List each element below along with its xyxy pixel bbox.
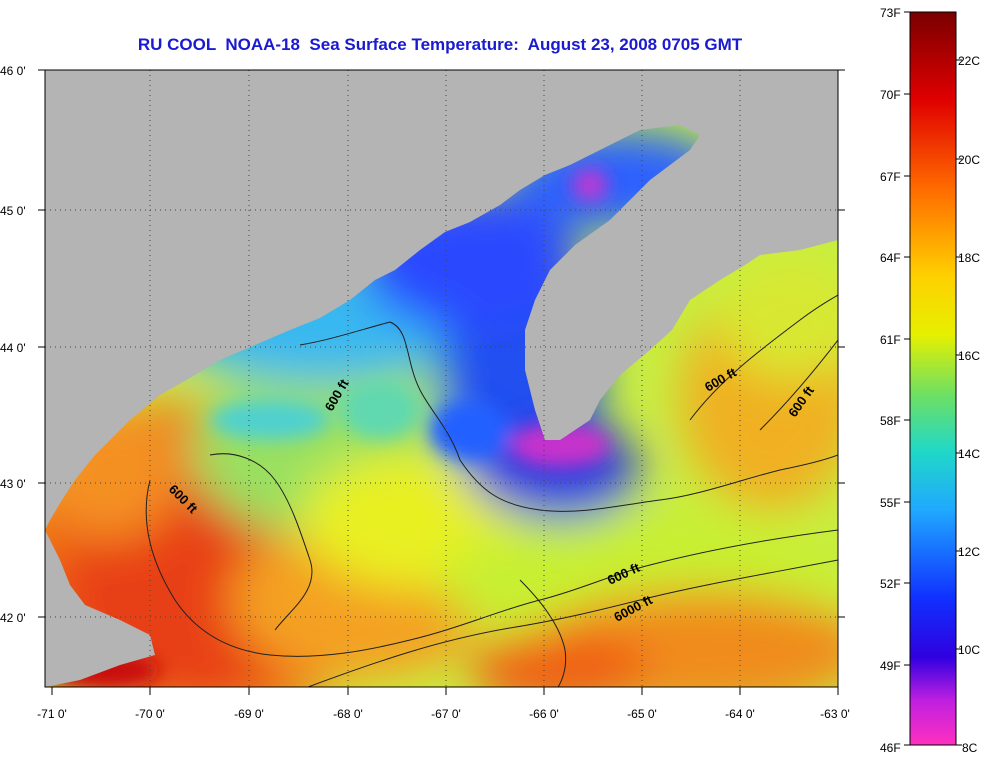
lon-label-68: -68 0' xyxy=(333,707,363,721)
colorbar-c-20: 20C xyxy=(958,153,980,167)
lon-label-71: -71 0' xyxy=(37,707,67,721)
lat-label-45: 45 0' xyxy=(0,204,26,218)
colorbar-f-70: 70F xyxy=(880,88,901,102)
lon-label-69: -69 0' xyxy=(234,707,264,721)
sst-field xyxy=(45,70,838,687)
colorbar-gradient xyxy=(909,11,957,746)
depth-contours xyxy=(145,294,838,687)
colorbar-f-61: 61F xyxy=(880,333,901,347)
colorbar-f-49: 49F xyxy=(880,659,901,673)
colorbar-f-52: 52F xyxy=(880,577,901,591)
colorbar-f-67: 67F xyxy=(880,170,901,184)
colorbar-c-16: 16C xyxy=(958,349,980,363)
lat-label-46: 46 0' xyxy=(0,64,26,78)
colorbar-f-73: 73F xyxy=(880,6,901,20)
colorbar-c-18: 18C xyxy=(958,251,980,265)
colorbar-c-8: 8C xyxy=(962,741,978,755)
lat-label-42: 42 0' xyxy=(0,611,26,625)
colorbar-f-46: 46F xyxy=(880,741,901,755)
colorbar-c-12: 12C xyxy=(958,545,980,559)
lon-label-67: -67 0' xyxy=(431,707,461,721)
colorbar-c-10: 10C xyxy=(958,643,980,657)
land-mass xyxy=(45,70,838,687)
colorbar-f-64: 64F xyxy=(880,251,901,265)
axis-ticks xyxy=(38,69,845,695)
colorbar-f-55: 55F xyxy=(880,496,901,510)
plot-frame xyxy=(44,69,839,688)
colorbar-f-58: 58F xyxy=(880,414,901,428)
lat-label-43: 43 0' xyxy=(0,477,26,491)
lon-label-65: -65 0' xyxy=(627,707,657,721)
lon-label-63: -63 0' xyxy=(820,707,850,721)
lon-label-66: -66 0' xyxy=(529,707,559,721)
lon-label-64: -64 0' xyxy=(725,707,755,721)
colorbar: 73F 70F 67F 64F 61F 58F 55F 52F 49F 46F … xyxy=(880,6,980,755)
lat-label-44: 44 0' xyxy=(0,341,26,355)
map-title: RU COOL NOAA-18 Sea Surface Temperature:… xyxy=(137,35,743,54)
graticule xyxy=(45,70,838,687)
colorbar-c-22: 22C xyxy=(958,54,980,68)
colorbar-ticks xyxy=(904,11,962,746)
lon-label-70: -70 0' xyxy=(135,707,165,721)
colorbar-c-14: 14C xyxy=(958,447,980,461)
